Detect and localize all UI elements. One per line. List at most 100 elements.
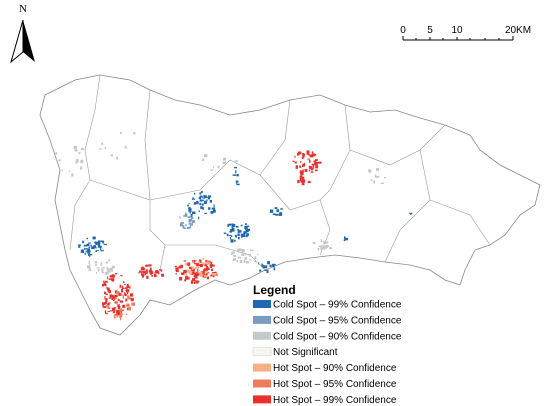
- spot: [203, 154, 208, 157]
- spot: [184, 213, 188, 217]
- spot: [113, 294, 115, 297]
- spot: [175, 265, 177, 268]
- spot: [203, 268, 207, 272]
- spot: [298, 151, 302, 155]
- city-outline: [39, 74, 541, 336]
- spot: [84, 252, 86, 255]
- spot: [194, 281, 196, 285]
- spot: [106, 287, 110, 290]
- spot: [199, 261, 202, 263]
- spot: [102, 302, 106, 305]
- spot: [203, 201, 207, 204]
- spot: [175, 267, 179, 271]
- spot: [230, 239, 234, 243]
- spot: [73, 145, 77, 150]
- spot: [105, 305, 109, 308]
- spot: [232, 258, 235, 262]
- spot: [117, 298, 120, 302]
- spot: [95, 272, 97, 274]
- spot: [195, 259, 198, 262]
- spot: [120, 294, 123, 296]
- spot: [97, 240, 101, 244]
- spot: [97, 268, 100, 272]
- spot: [148, 264, 152, 267]
- spot: [209, 200, 212, 203]
- spot: [188, 202, 190, 204]
- spot: [176, 269, 179, 273]
- spot: [75, 159, 79, 163]
- spot: [185, 212, 187, 215]
- spot: [205, 259, 207, 263]
- spot: [103, 282, 105, 286]
- spot: [234, 239, 236, 242]
- spot: [120, 131, 122, 135]
- spot: [94, 261, 98, 263]
- spot: [307, 158, 310, 160]
- spot: [234, 174, 237, 176]
- spot: [89, 253, 91, 257]
- spot: [316, 162, 319, 164]
- spot: [115, 273, 118, 275]
- spot: [206, 266, 208, 268]
- spot: [199, 274, 203, 277]
- spot: [198, 260, 200, 264]
- spot: [212, 275, 215, 278]
- legend-swatch: [253, 395, 271, 404]
- spot: [116, 156, 118, 160]
- spot: [236, 183, 240, 186]
- spot: [191, 266, 194, 270]
- spot: [111, 274, 115, 278]
- spot: [188, 219, 192, 223]
- scale-bar: 0 5 10 20KM: [400, 25, 531, 41]
- spot: [89, 263, 91, 266]
- legend-title: Legend: [253, 283, 296, 297]
- spot: [200, 191, 203, 193]
- spot: [104, 306, 106, 308]
- spot: [120, 274, 123, 277]
- spot: [88, 246, 91, 248]
- spot: [108, 278, 113, 280]
- spot: [188, 208, 192, 212]
- spot: [101, 269, 104, 273]
- spot: [101, 142, 104, 145]
- spot: [313, 153, 317, 156]
- north-arrow: [23, 20, 35, 62]
- spot: [294, 161, 297, 164]
- district-boundary: [69, 74, 101, 251]
- spot: [130, 293, 134, 297]
- spot: [155, 270, 158, 274]
- spot: [98, 148, 102, 150]
- spot: [128, 297, 131, 300]
- spot: [409, 212, 413, 214]
- spot: [68, 170, 71, 172]
- scale-label: 5: [427, 25, 433, 36]
- spot: [376, 168, 379, 172]
- spot: [223, 232, 227, 234]
- spot: [95, 263, 97, 266]
- spot: [210, 261, 213, 264]
- spot: [118, 291, 120, 294]
- spot: [211, 268, 214, 272]
- spot: [185, 262, 188, 266]
- spot: [183, 270, 187, 274]
- spot: [201, 262, 204, 264]
- spot: [159, 269, 162, 271]
- spot: [126, 292, 129, 295]
- spot: [148, 269, 153, 273]
- spot: [234, 160, 238, 162]
- spot: [241, 253, 245, 256]
- spot: [292, 160, 295, 162]
- spot: [196, 280, 200, 283]
- spot: [236, 174, 239, 177]
- spot: [179, 277, 183, 281]
- spot: [202, 197, 206, 199]
- spot: [212, 264, 215, 267]
- spot: [101, 283, 105, 287]
- spot: [237, 236, 240, 240]
- spot: [104, 146, 107, 150]
- spot: [92, 236, 95, 240]
- spot: [105, 261, 108, 264]
- spot: [257, 253, 259, 256]
- spot: [189, 266, 192, 269]
- spot: [125, 287, 128, 289]
